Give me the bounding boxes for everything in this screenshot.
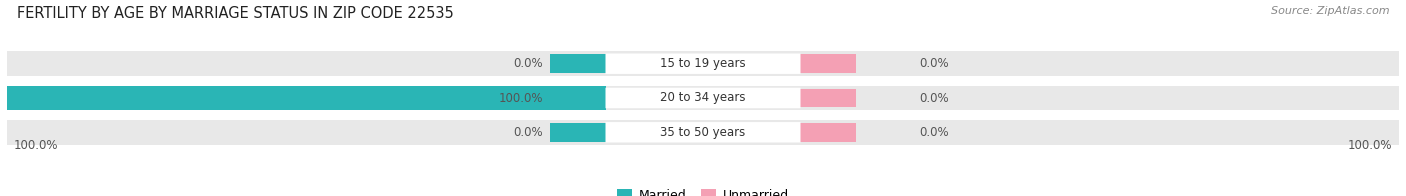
Text: 0.0%: 0.0% [918, 92, 949, 104]
Text: 100.0%: 100.0% [1347, 139, 1392, 152]
FancyBboxPatch shape [606, 122, 800, 142]
Text: 0.0%: 0.0% [918, 57, 949, 70]
Text: FERTILITY BY AGE BY MARRIAGE STATUS IN ZIP CODE 22535: FERTILITY BY AGE BY MARRIAGE STATUS IN Z… [17, 6, 454, 21]
Bar [0, 86, 606, 110]
Text: 15 to 19 years: 15 to 19 years [661, 57, 745, 70]
Text: 0.0%: 0.0% [513, 57, 543, 70]
Text: 0.0%: 0.0% [513, 126, 543, 139]
Legend: Married, Unmarried: Married, Unmarried [612, 184, 794, 196]
Bar [7, 86, 1399, 110]
Bar [550, 89, 606, 107]
Text: 20 to 34 years: 20 to 34 years [661, 92, 745, 104]
FancyBboxPatch shape [606, 54, 800, 74]
Bar [800, 54, 856, 73]
FancyBboxPatch shape [606, 88, 800, 108]
Bar [550, 54, 606, 73]
Text: 100.0%: 100.0% [14, 139, 59, 152]
Text: 100.0%: 100.0% [498, 92, 543, 104]
Bar [7, 120, 1399, 145]
Bar [7, 51, 1399, 76]
Bar [800, 123, 856, 142]
Text: 35 to 50 years: 35 to 50 years [661, 126, 745, 139]
Bar [800, 89, 856, 107]
Text: Source: ZipAtlas.com: Source: ZipAtlas.com [1271, 6, 1389, 16]
Text: 0.0%: 0.0% [918, 126, 949, 139]
Bar [550, 123, 606, 142]
